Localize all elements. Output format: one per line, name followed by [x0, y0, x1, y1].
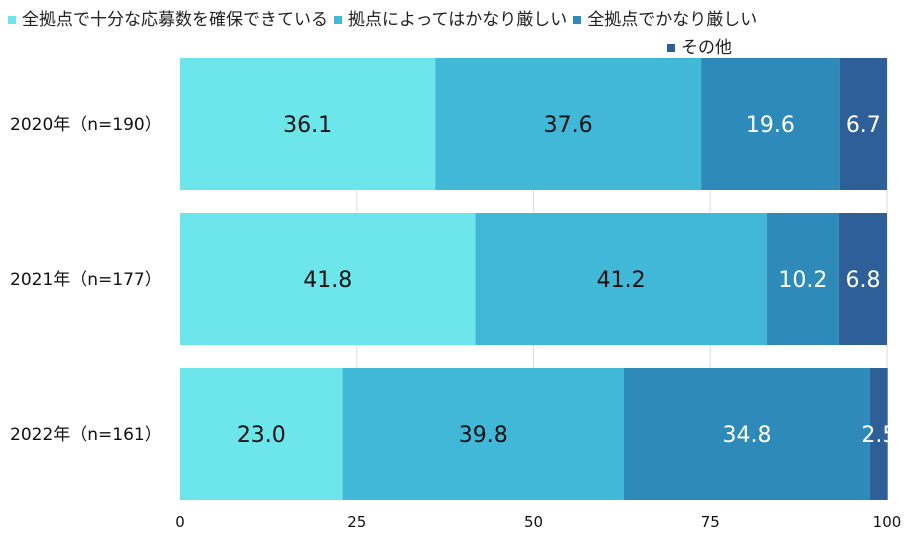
data-label: 2.5 [861, 423, 896, 448]
bar-segment [342, 368, 624, 500]
data-label: 19.6 [746, 113, 795, 138]
x-tick-label: 100 [873, 513, 902, 531]
x-tick-label: 25 [347, 513, 366, 531]
data-label: 41.2 [597, 268, 646, 293]
legend-swatch [667, 44, 675, 52]
bar-segment [180, 368, 343, 500]
category-label: 2021年（n=177） [10, 270, 162, 290]
data-label: 41.8 [303, 268, 352, 293]
x-tick-label: 75 [701, 513, 720, 531]
data-label: 6.7 [846, 113, 881, 138]
bar-segment [766, 213, 839, 345]
data-label: 36.1 [283, 113, 332, 138]
legend-swatch [8, 16, 16, 24]
bar-segment [180, 213, 476, 345]
legend-label: その他 [681, 38, 732, 58]
category-label: 2022年（n=161） [10, 425, 162, 445]
legend-swatch [573, 16, 582, 24]
bar-segment [623, 368, 871, 500]
legend-row-2: その他 [667, 33, 738, 58]
legend: 全拠点で十分な応募数を確保できている 拠点によってはかなり厳しい 全拠点でかなり厳し… [8, 5, 763, 30]
legend-item: 拠点によってはかなり厳しい [334, 10, 567, 30]
data-label: 6.8 [845, 268, 880, 293]
bar-segment [701, 58, 840, 190]
data-label: 10.2 [778, 268, 827, 293]
category-label: 2020年（n=190） [10, 115, 162, 135]
bar-segment [435, 58, 702, 190]
bar-segment [838, 213, 887, 345]
legend-item: その他 [667, 38, 732, 58]
bar-segment [475, 213, 767, 345]
data-label: 34.8 [723, 423, 772, 448]
data-label: 23.0 [237, 423, 286, 448]
bar-segment [870, 368, 888, 500]
bar-segment [839, 58, 887, 190]
bar-segment [180, 58, 436, 190]
legend-label: 拠点によってはかなり厳しい [348, 10, 568, 30]
legend-item: 全拠点で十分な応募数を確保できている [8, 10, 328, 30]
legend-swatch [334, 16, 342, 24]
x-tick-label: 50 [524, 513, 543, 531]
x-tick-label: 0 [175, 513, 185, 531]
legend-item: 全拠点でかなり厳しい [573, 10, 757, 30]
legend-label: 全拠点で十分な応募数を確保できている [22, 10, 328, 30]
data-label: 37.6 [544, 113, 593, 138]
data-label: 39.8 [459, 423, 508, 448]
legend-label: 全拠点でかなり厳しい [587, 10, 758, 30]
